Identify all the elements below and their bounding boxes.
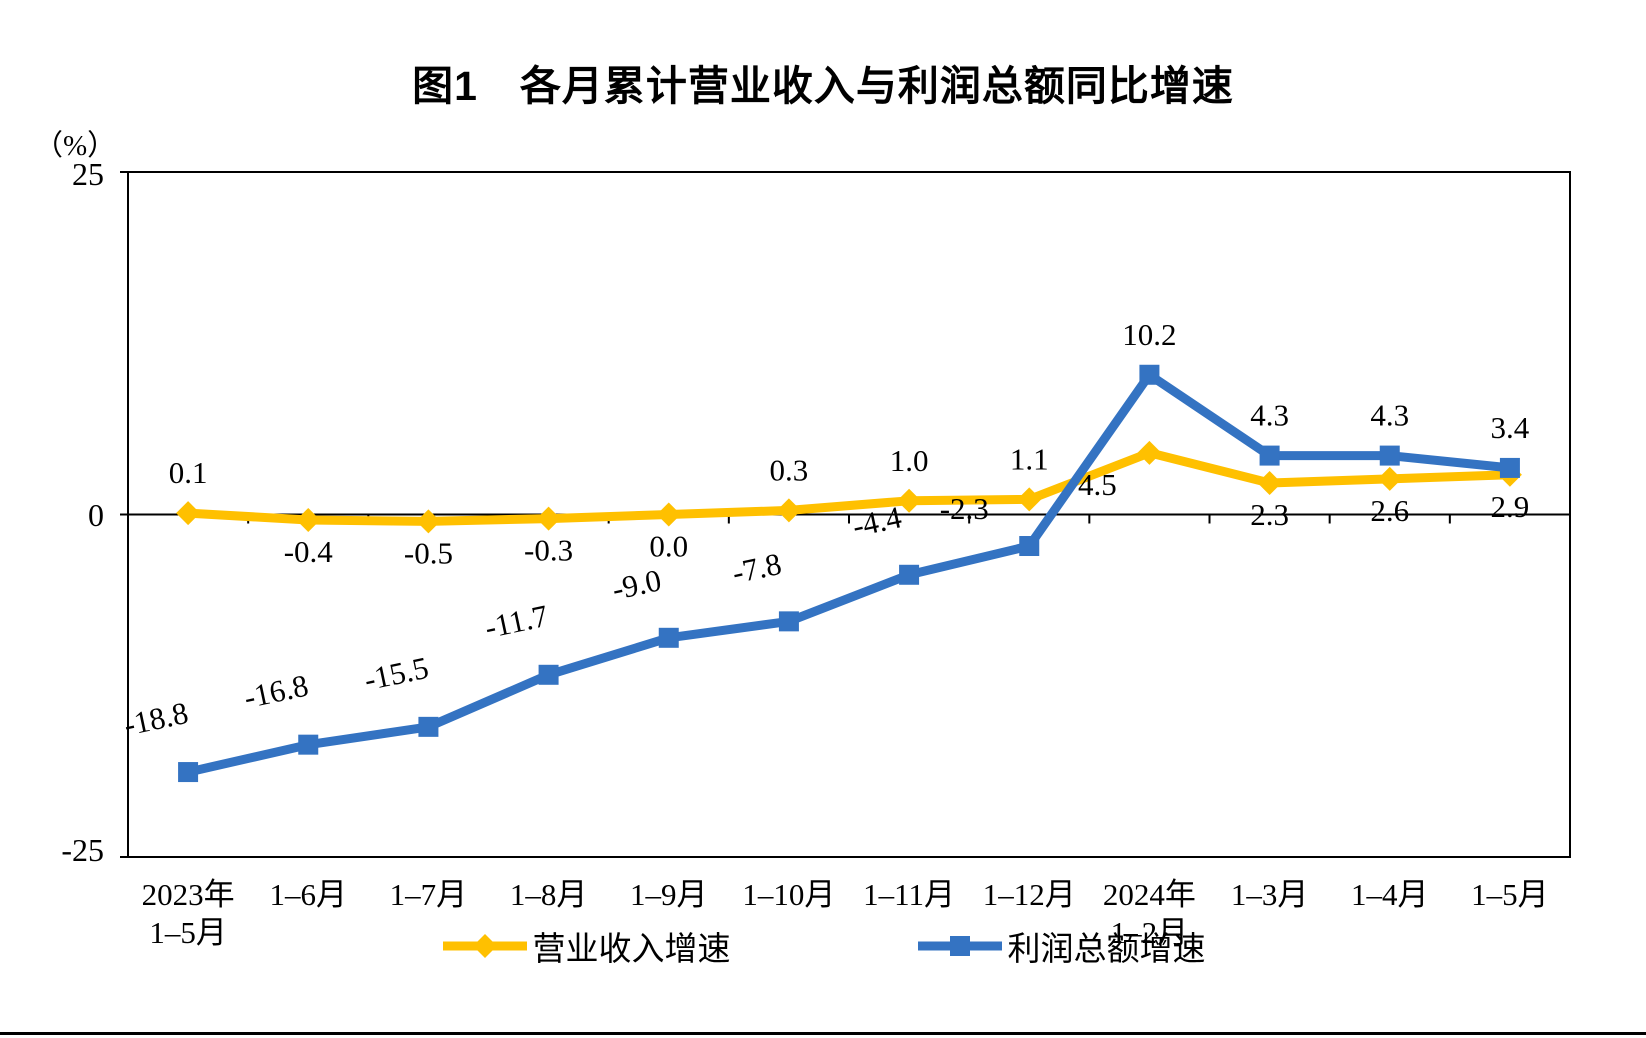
legend-swatch-profit-icon (917, 936, 1002, 956)
data-label: 3.4 (1491, 410, 1530, 445)
page-bottom-rule (0, 1032, 1646, 1035)
x-axis-label: 1–5月 (149, 915, 227, 950)
data-label: 2.9 (1491, 489, 1530, 524)
series-profit-line (183, 370, 1515, 777)
x-axis-label: 2023年 (142, 877, 235, 912)
data-label: -0.4 (284, 534, 334, 569)
data-label: -15.5 (361, 650, 431, 698)
legend-diamond-marker-icon (472, 934, 497, 958)
x-axis-label: 1–7月 (390, 877, 468, 912)
data-point-square-marker (1379, 445, 1400, 466)
data-label: 1.0 (890, 443, 929, 478)
data-label: 4.3 (1250, 398, 1289, 433)
data-label: -0.3 (524, 533, 573, 568)
data-label: -11.7 (482, 598, 551, 645)
data-label: 10.2 (1122, 317, 1176, 352)
data-point-square-marker (538, 664, 559, 685)
data-point-diamond-marker (416, 509, 441, 534)
data-point-diamond-marker (296, 507, 321, 532)
data-point-square-marker (418, 716, 439, 737)
data-label: -0.5 (404, 535, 453, 570)
x-axis-label: 1–6月 (270, 877, 348, 912)
data-label: -7.8 (729, 546, 784, 590)
data-point-diamond-marker (1137, 440, 1162, 465)
data-label: 0.0 (649, 529, 688, 564)
data-point-square-marker (1139, 364, 1160, 385)
data-point-square-marker (658, 627, 679, 648)
data-point-diamond-marker (1377, 466, 1402, 491)
legend-swatch-revenue-icon (442, 934, 527, 958)
data-label: -18.8 (121, 695, 191, 743)
data-point-square-marker (778, 611, 799, 632)
x-axis-label: 2024年 (1103, 877, 1196, 912)
chart-legend: 营业收入增速 利润总额增速 (0, 922, 1646, 970)
data-label: 4.3 (1370, 398, 1409, 433)
data-point-diamond-marker (176, 501, 201, 526)
data-point-diamond-marker (897, 488, 922, 513)
y-axis-tick-label: -25 (61, 832, 104, 868)
y-axis-tick-label: 25 (72, 156, 104, 192)
x-axis-label: 1–11月 (863, 877, 955, 912)
page-title: 图1 各月累计营业收入与利润总额同比增速 (412, 63, 1234, 109)
data-point-square-marker (178, 762, 199, 783)
data-point-square-marker (1499, 457, 1520, 478)
x-axis-label: 1–3月 (1231, 877, 1309, 912)
data-point-square-marker (1019, 536, 1040, 557)
y-axis-tick-label: 0 (88, 497, 104, 533)
data-point-square-marker (298, 734, 319, 755)
legend-item-profit: 利润总额增速 (916, 922, 1206, 970)
data-label: 2.3 (1250, 497, 1289, 532)
data-label: 0.1 (169, 455, 208, 490)
x-axis-label: 1–9月 (630, 877, 708, 912)
data-point-diamond-marker (776, 498, 801, 523)
data-point-square-marker (1259, 445, 1280, 466)
data-point-square-marker (899, 564, 920, 585)
legend-item-revenue: 营业收入增速 (441, 922, 731, 970)
data-label: 2.6 (1370, 493, 1409, 528)
x-axis-label: 1–8月 (510, 877, 588, 912)
data-point-diamond-marker (536, 506, 561, 531)
y-axis-unit-label: （%） (34, 130, 117, 162)
data-label: 0.3 (770, 452, 809, 487)
legend-square-marker-icon (949, 936, 970, 956)
data-label: -9.0 (609, 562, 664, 606)
x-axis-label: 1–12月 (983, 877, 1076, 912)
series-revenue-line (183, 448, 1515, 526)
data-point-diamond-marker (1257, 470, 1282, 495)
data-label: 1.1 (1010, 441, 1049, 476)
x-axis-label: 1–10月 (742, 877, 835, 912)
x-axis-label: 1–2月 (1111, 915, 1189, 950)
data-point-diamond-marker (1017, 487, 1042, 512)
data-label: -16.8 (241, 668, 311, 716)
x-axis-label: 1–5月 (1471, 877, 1549, 912)
data-point-diamond-marker (656, 502, 681, 527)
data-label: -2.3 (940, 491, 989, 526)
legend-label-revenue: 营业收入增速 (532, 932, 731, 968)
x-axis-label: 1–4月 (1351, 877, 1429, 912)
legend-label-profit: 利润总额增速 (1007, 932, 1206, 968)
